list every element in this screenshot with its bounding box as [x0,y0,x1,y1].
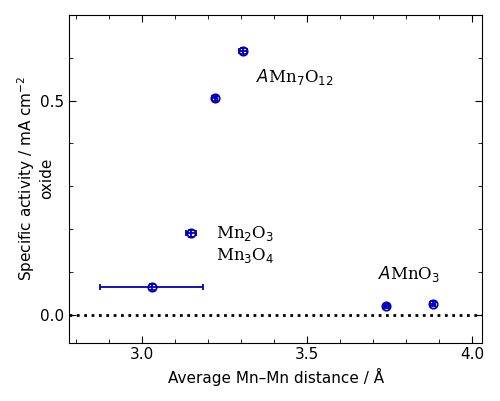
Text: Mn$_3$O$_4$: Mn$_3$O$_4$ [216,246,274,265]
Y-axis label: Specific activity / mA cm$^{-2}$
oxide: Specific activity / mA cm$^{-2}$ oxide [15,76,54,282]
X-axis label: Average Mn–Mn distance / Å: Average Mn–Mn distance / Å [168,368,384,386]
Text: Mn$_2$O$_3$: Mn$_2$O$_3$ [216,224,274,243]
Text: $\mathit{A}$MnO$_3$: $\mathit{A}$MnO$_3$ [378,264,440,284]
Text: $\mathit{A}$Mn$_7$O$_{12}$: $\mathit{A}$Mn$_7$O$_{12}$ [256,67,334,87]
